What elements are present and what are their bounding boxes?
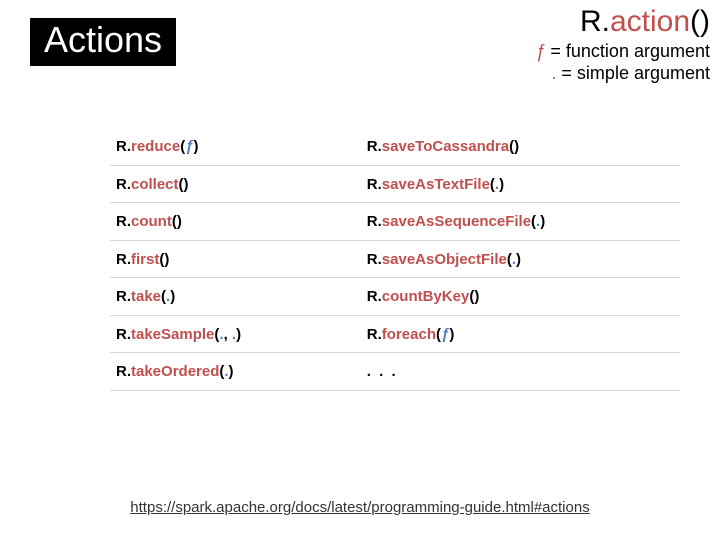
- method-object: R.: [367, 326, 382, 343]
- table-cell-right: . . .: [361, 353, 680, 391]
- legend-simple-arg: . = simple argument: [535, 62, 710, 85]
- method-object: R.: [116, 363, 131, 380]
- method-name: foreach: [382, 326, 436, 343]
- arg-symbol: (): [509, 138, 519, 155]
- method-name: takeOrdered: [131, 363, 219, 380]
- legend-f-symbol: ƒ: [535, 41, 545, 61]
- method-name: count: [131, 213, 172, 230]
- slide: Actions R.action() ƒ = function argument…: [0, 0, 720, 540]
- arg-symbol: ): [516, 251, 521, 268]
- legend-f-desc: = function argument: [545, 41, 710, 61]
- method-name: saveAsSequenceFile: [382, 213, 531, 230]
- ellipsis: . . .: [367, 363, 398, 380]
- arg-symbol: (): [172, 213, 182, 230]
- method-object: R.: [367, 288, 382, 305]
- method-name: saveToCassandra: [382, 138, 509, 155]
- table-row: R.takeSample(., .)R.foreach(ƒ): [110, 315, 680, 353]
- table-row: R.reduce(ƒ)R.saveToCassandra(): [110, 128, 680, 165]
- slide-title-badge: Actions: [30, 18, 176, 66]
- method-object: R.: [116, 251, 131, 268]
- table-cell-right: R.countByKey(): [361, 278, 680, 316]
- table-cell-right: R.foreach(ƒ): [361, 315, 680, 353]
- method-object: R.: [116, 138, 131, 155]
- arg-func: ƒ: [185, 138, 193, 155]
- header-signature: R.action(): [535, 6, 710, 38]
- table-cell-left: R.takeSample(., .): [110, 315, 361, 353]
- actions-table: R.reduce(ƒ)R.saveToCassandra()R.collect(…: [110, 128, 680, 391]
- arg-symbol: ): [449, 326, 454, 343]
- method-name: reduce: [131, 138, 180, 155]
- arg-symbol: ): [236, 326, 241, 343]
- method-object: R.: [116, 326, 131, 343]
- table-row: R.collect()R.saveAsTextFile(.): [110, 165, 680, 203]
- method-object: R.: [116, 288, 131, 305]
- footer-link[interactable]: https://spark.apache.org/docs/latest/pro…: [0, 499, 720, 516]
- arg-symbol: ): [540, 213, 545, 230]
- method-object: R.: [367, 176, 382, 193]
- table-cell-left: R.reduce(ƒ): [110, 128, 361, 165]
- header-sig-parens: (): [690, 5, 710, 38]
- method-name: saveAsObjectFile: [382, 251, 507, 268]
- arg-symbol: ): [229, 363, 234, 380]
- table-cell-right: R.saveAsTextFile(.): [361, 165, 680, 203]
- arg-symbol: (): [159, 251, 169, 268]
- table-cell-left: R.first(): [110, 240, 361, 278]
- table-cell-right: R.saveAsSequenceFile(.): [361, 203, 680, 241]
- arg-symbol: (): [179, 176, 189, 193]
- legend: ƒ = function argument . = simple argumen…: [535, 40, 710, 85]
- table-cell-left: R.takeOrdered(.): [110, 353, 361, 391]
- legend-func-arg: ƒ = function argument: [535, 40, 710, 63]
- table-cell-left: R.take(.): [110, 278, 361, 316]
- arg-symbol: ,: [224, 326, 232, 343]
- table-cell-left: R.count(): [110, 203, 361, 241]
- arg-symbol: (): [469, 288, 479, 305]
- method-object: R.: [367, 213, 382, 230]
- method-name: countByKey: [382, 288, 470, 305]
- table-cell-left: R.collect(): [110, 165, 361, 203]
- table-row: R.take(.)R.countByKey(): [110, 278, 680, 316]
- method-name: take: [131, 288, 161, 305]
- actions-table-body: R.reduce(ƒ)R.saveToCassandra()R.collect(…: [110, 128, 680, 390]
- header-right-block: R.action() ƒ = function argument . = sim…: [535, 6, 710, 85]
- method-object: R.: [116, 176, 131, 193]
- arg-symbol: ): [194, 138, 199, 155]
- method-name: first: [131, 251, 159, 268]
- table-row: R.count()R.saveAsSequenceFile(.): [110, 203, 680, 241]
- table-row: R.takeOrdered(.) . . .: [110, 353, 680, 391]
- arg-symbol: ): [170, 288, 175, 305]
- method-name: takeSample: [131, 326, 214, 343]
- table-cell-right: R.saveToCassandra(): [361, 128, 680, 165]
- table-row: R.first()R.saveAsObjectFile(.): [110, 240, 680, 278]
- arg-symbol: ): [499, 176, 504, 193]
- header-sig-action: action: [610, 5, 690, 38]
- method-object: R.: [367, 251, 382, 268]
- method-name: saveAsTextFile: [382, 176, 490, 193]
- method-name: collect: [131, 176, 179, 193]
- legend-dot-desc: = simple argument: [556, 63, 710, 83]
- method-object: R.: [116, 213, 131, 230]
- table-cell-right: R.saveAsObjectFile(.): [361, 240, 680, 278]
- header-sig-object: R.: [580, 5, 610, 38]
- method-object: R.: [367, 138, 382, 155]
